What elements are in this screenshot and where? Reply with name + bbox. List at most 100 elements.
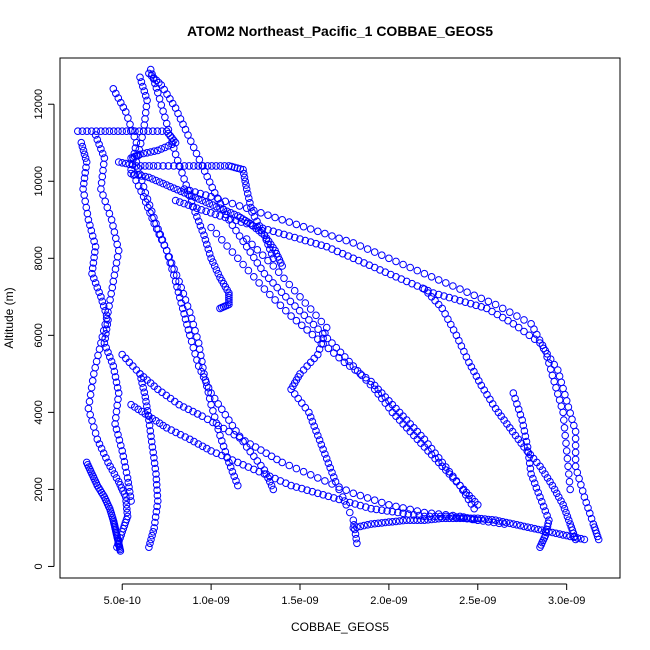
data-point: [79, 146, 88, 155]
data-point: [225, 162, 233, 170]
data-point: [147, 207, 156, 216]
data-point: [216, 304, 224, 313]
data-point: [319, 491, 327, 499]
data-point: [520, 316, 528, 324]
data-point: [246, 248, 254, 256]
data-point: [470, 504, 479, 513]
data-point: [127, 127, 135, 135]
data-point: [89, 259, 98, 267]
data-point: [125, 483, 133, 491]
data-point: [253, 222, 262, 231]
data-point: [122, 354, 130, 363]
data-point: [178, 304, 187, 313]
data-point: [308, 417, 317, 426]
data-point: [417, 439, 425, 448]
data-point: [110, 271, 119, 280]
data-point: [114, 127, 122, 135]
data-point: [145, 173, 153, 182]
data-point: [571, 441, 580, 450]
data-point: [285, 461, 294, 470]
data-point: [420, 516, 429, 525]
data-point: [117, 98, 125, 107]
data-point: [228, 248, 237, 256]
data-point: [150, 454, 158, 462]
data-point: [447, 512, 455, 521]
data-point: [234, 254, 242, 263]
data-point: [258, 251, 267, 259]
data-point: [143, 407, 152, 415]
data-point: [587, 514, 596, 523]
data-point: [388, 408, 397, 417]
data-point: [570, 533, 578, 542]
data-point: [440, 292, 448, 300]
data-point: [144, 127, 152, 135]
data-point: [207, 389, 215, 397]
x-tick-label: 1.5e-09: [281, 595, 318, 607]
data-point: [349, 239, 358, 247]
data-point: [532, 484, 541, 492]
data-point: [305, 408, 313, 417]
data-point: [212, 229, 221, 238]
data-point: [571, 448, 580, 457]
data-point: [287, 385, 295, 394]
data-point: [555, 493, 563, 501]
data-point: [161, 113, 169, 122]
data-point: [243, 189, 252, 198]
data-point: [349, 524, 358, 532]
data-point: [113, 252, 122, 261]
data-point: [402, 424, 411, 432]
data-point: [534, 488, 543, 497]
data-point: [543, 474, 552, 482]
data-point: [136, 162, 145, 170]
data-point: [149, 448, 157, 457]
data-point: [204, 245, 213, 253]
data-point: [285, 232, 294, 240]
data-point: [130, 170, 139, 179]
data-point: [468, 515, 477, 524]
data-point: [93, 135, 102, 144]
data-point: [146, 427, 155, 435]
data-point: [328, 480, 336, 488]
data-point: [298, 321, 306, 330]
data-point: [83, 127, 91, 135]
data-point: [449, 282, 457, 290]
data-point: [98, 149, 107, 158]
data-point: [207, 223, 215, 232]
data-point: [346, 362, 354, 370]
data-point: [140, 388, 149, 397]
data-point: [552, 529, 560, 538]
data-point: [154, 162, 162, 170]
data-point: [148, 70, 156, 78]
data-point: [301, 299, 310, 307]
data-point: [194, 217, 203, 226]
data-point: [205, 249, 214, 258]
data-point: [349, 489, 358, 498]
data-point: [216, 162, 225, 170]
data-point: [352, 534, 361, 543]
data-point: [180, 185, 189, 193]
data-point: [340, 358, 349, 367]
y-tick-label: 8000: [33, 246, 45, 270]
data-point: [146, 65, 155, 74]
data-point: [166, 132, 174, 140]
data-point: [267, 481, 276, 490]
data-point: [125, 358, 134, 367]
data-point: [456, 285, 464, 293]
data-point: [335, 353, 343, 362]
data-point: [577, 481, 585, 489]
data-point: [81, 154, 90, 162]
data-point: [186, 186, 194, 195]
data-point: [362, 373, 370, 382]
data-point: [131, 144, 140, 152]
data-point: [520, 327, 528, 336]
data-point: [573, 534, 582, 542]
data-point: [565, 477, 574, 486]
data-point: [184, 201, 193, 209]
data-point: [562, 447, 571, 455]
data-point: [271, 296, 279, 304]
data-point: [257, 461, 265, 470]
data-point: [363, 521, 372, 529]
data-point: [113, 401, 121, 410]
data-point: [148, 175, 157, 183]
data-point: [287, 312, 295, 320]
